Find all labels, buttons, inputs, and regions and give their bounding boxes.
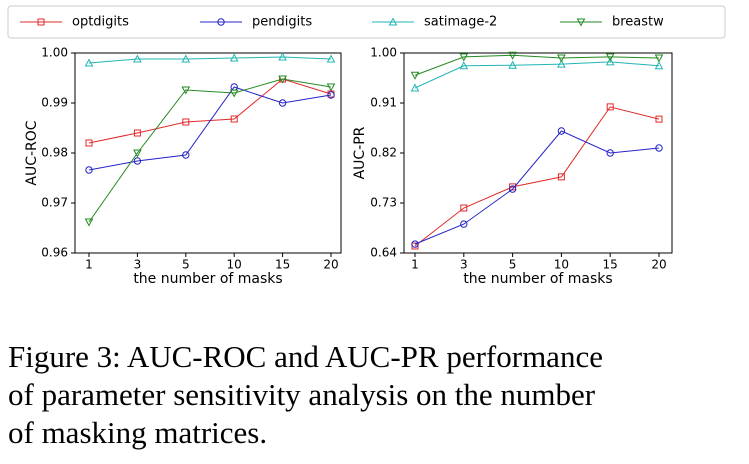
marker	[84, 58, 94, 67]
x-tick-label: 3	[134, 258, 142, 272]
marker	[459, 53, 469, 62]
marker	[133, 149, 142, 158]
marker	[411, 240, 419, 248]
marker	[229, 53, 239, 62]
y-tick-label: 1.00	[41, 46, 68, 60]
marker	[655, 144, 663, 152]
x-tick-label: 3	[460, 258, 468, 272]
marker	[654, 54, 664, 63]
plot-area	[74, 52, 342, 254]
marker	[459, 61, 469, 70]
marker	[326, 83, 336, 92]
marker	[278, 75, 287, 84]
marker	[85, 139, 93, 147]
y-tick-label: 0.97	[41, 196, 68, 210]
marker	[557, 127, 566, 135]
x-axis-label: the number of masks	[463, 271, 612, 287]
y-tick-label: 0.82	[370, 146, 397, 160]
legend-label: breastw	[612, 15, 664, 30]
y-tick-label: 0.99	[41, 96, 68, 110]
marker	[605, 53, 615, 62]
marker	[85, 166, 93, 174]
marker	[182, 118, 190, 126]
marker	[509, 183, 517, 191]
marker	[133, 157, 142, 165]
marker	[655, 115, 663, 123]
series-line	[414, 54, 660, 76]
marker	[37, 18, 45, 26]
caption-line: of masking matrices.	[8, 415, 267, 450]
series-line	[414, 130, 660, 245]
x-tick-label: 5	[509, 258, 517, 272]
x-tick-label: 10	[554, 258, 569, 272]
marker	[133, 129, 141, 137]
x-tick-label: 1	[411, 258, 419, 272]
y-tick-label: 0.96	[41, 246, 68, 260]
marker	[508, 185, 517, 193]
caption-line: Figure 3: AUC-ROC and AUC-PR performance	[8, 339, 603, 374]
marker	[605, 57, 615, 66]
marker	[508, 60, 517, 69]
x-tick-label: 20	[651, 258, 666, 272]
series-line	[88, 56, 332, 64]
series-line	[414, 61, 660, 89]
marker	[606, 103, 614, 111]
y-tick-label: 1.00	[370, 46, 397, 60]
caption-line: of parameter sensitivity analysis on the…	[8, 377, 596, 412]
legend-box	[7, 5, 726, 39]
marker	[576, 18, 586, 27]
marker	[460, 220, 468, 228]
marker	[182, 151, 190, 159]
marker	[557, 54, 566, 63]
legend-label: pendigits	[252, 15, 312, 30]
x-tick-label: 15	[275, 258, 290, 272]
y-axis-label: AUC-PR	[352, 126, 368, 179]
marker	[133, 54, 142, 63]
x-tick-label: 15	[603, 258, 618, 272]
series-line	[88, 78, 332, 144]
marker	[278, 99, 287, 107]
marker	[508, 51, 517, 60]
marker	[230, 115, 238, 123]
marker	[557, 59, 566, 68]
marker	[217, 18, 225, 26]
x-tick-label: 5	[182, 258, 190, 272]
marker	[84, 218, 94, 227]
x-tick-label: 10	[227, 258, 242, 272]
marker	[278, 52, 287, 61]
y-tick-label: 0.64	[370, 246, 397, 260]
marker	[460, 204, 468, 212]
marker	[326, 54, 336, 63]
marker	[181, 86, 191, 95]
marker	[410, 71, 420, 80]
marker	[229, 89, 239, 98]
series-line	[414, 106, 660, 247]
series-line	[88, 86, 332, 171]
x-tick-label: 1	[85, 258, 93, 272]
marker	[557, 173, 565, 181]
series-line	[88, 78, 332, 223]
x-axis-label: the number of masks	[133, 271, 282, 287]
legend-label: satimage-2	[424, 15, 497, 30]
marker	[606, 149, 614, 157]
marker	[181, 54, 191, 63]
x-tick-label: 20	[323, 258, 338, 272]
y-tick-label: 0.73	[370, 196, 397, 210]
y-tick-label: 0.98	[41, 146, 68, 160]
marker	[654, 61, 664, 70]
y-axis-label: AUC-ROC	[24, 120, 40, 185]
marker	[388, 17, 398, 26]
y-tick-label: 0.91	[370, 96, 397, 110]
marker	[410, 83, 420, 92]
marker	[327, 91, 335, 99]
legend-label: optdigits	[72, 15, 129, 30]
